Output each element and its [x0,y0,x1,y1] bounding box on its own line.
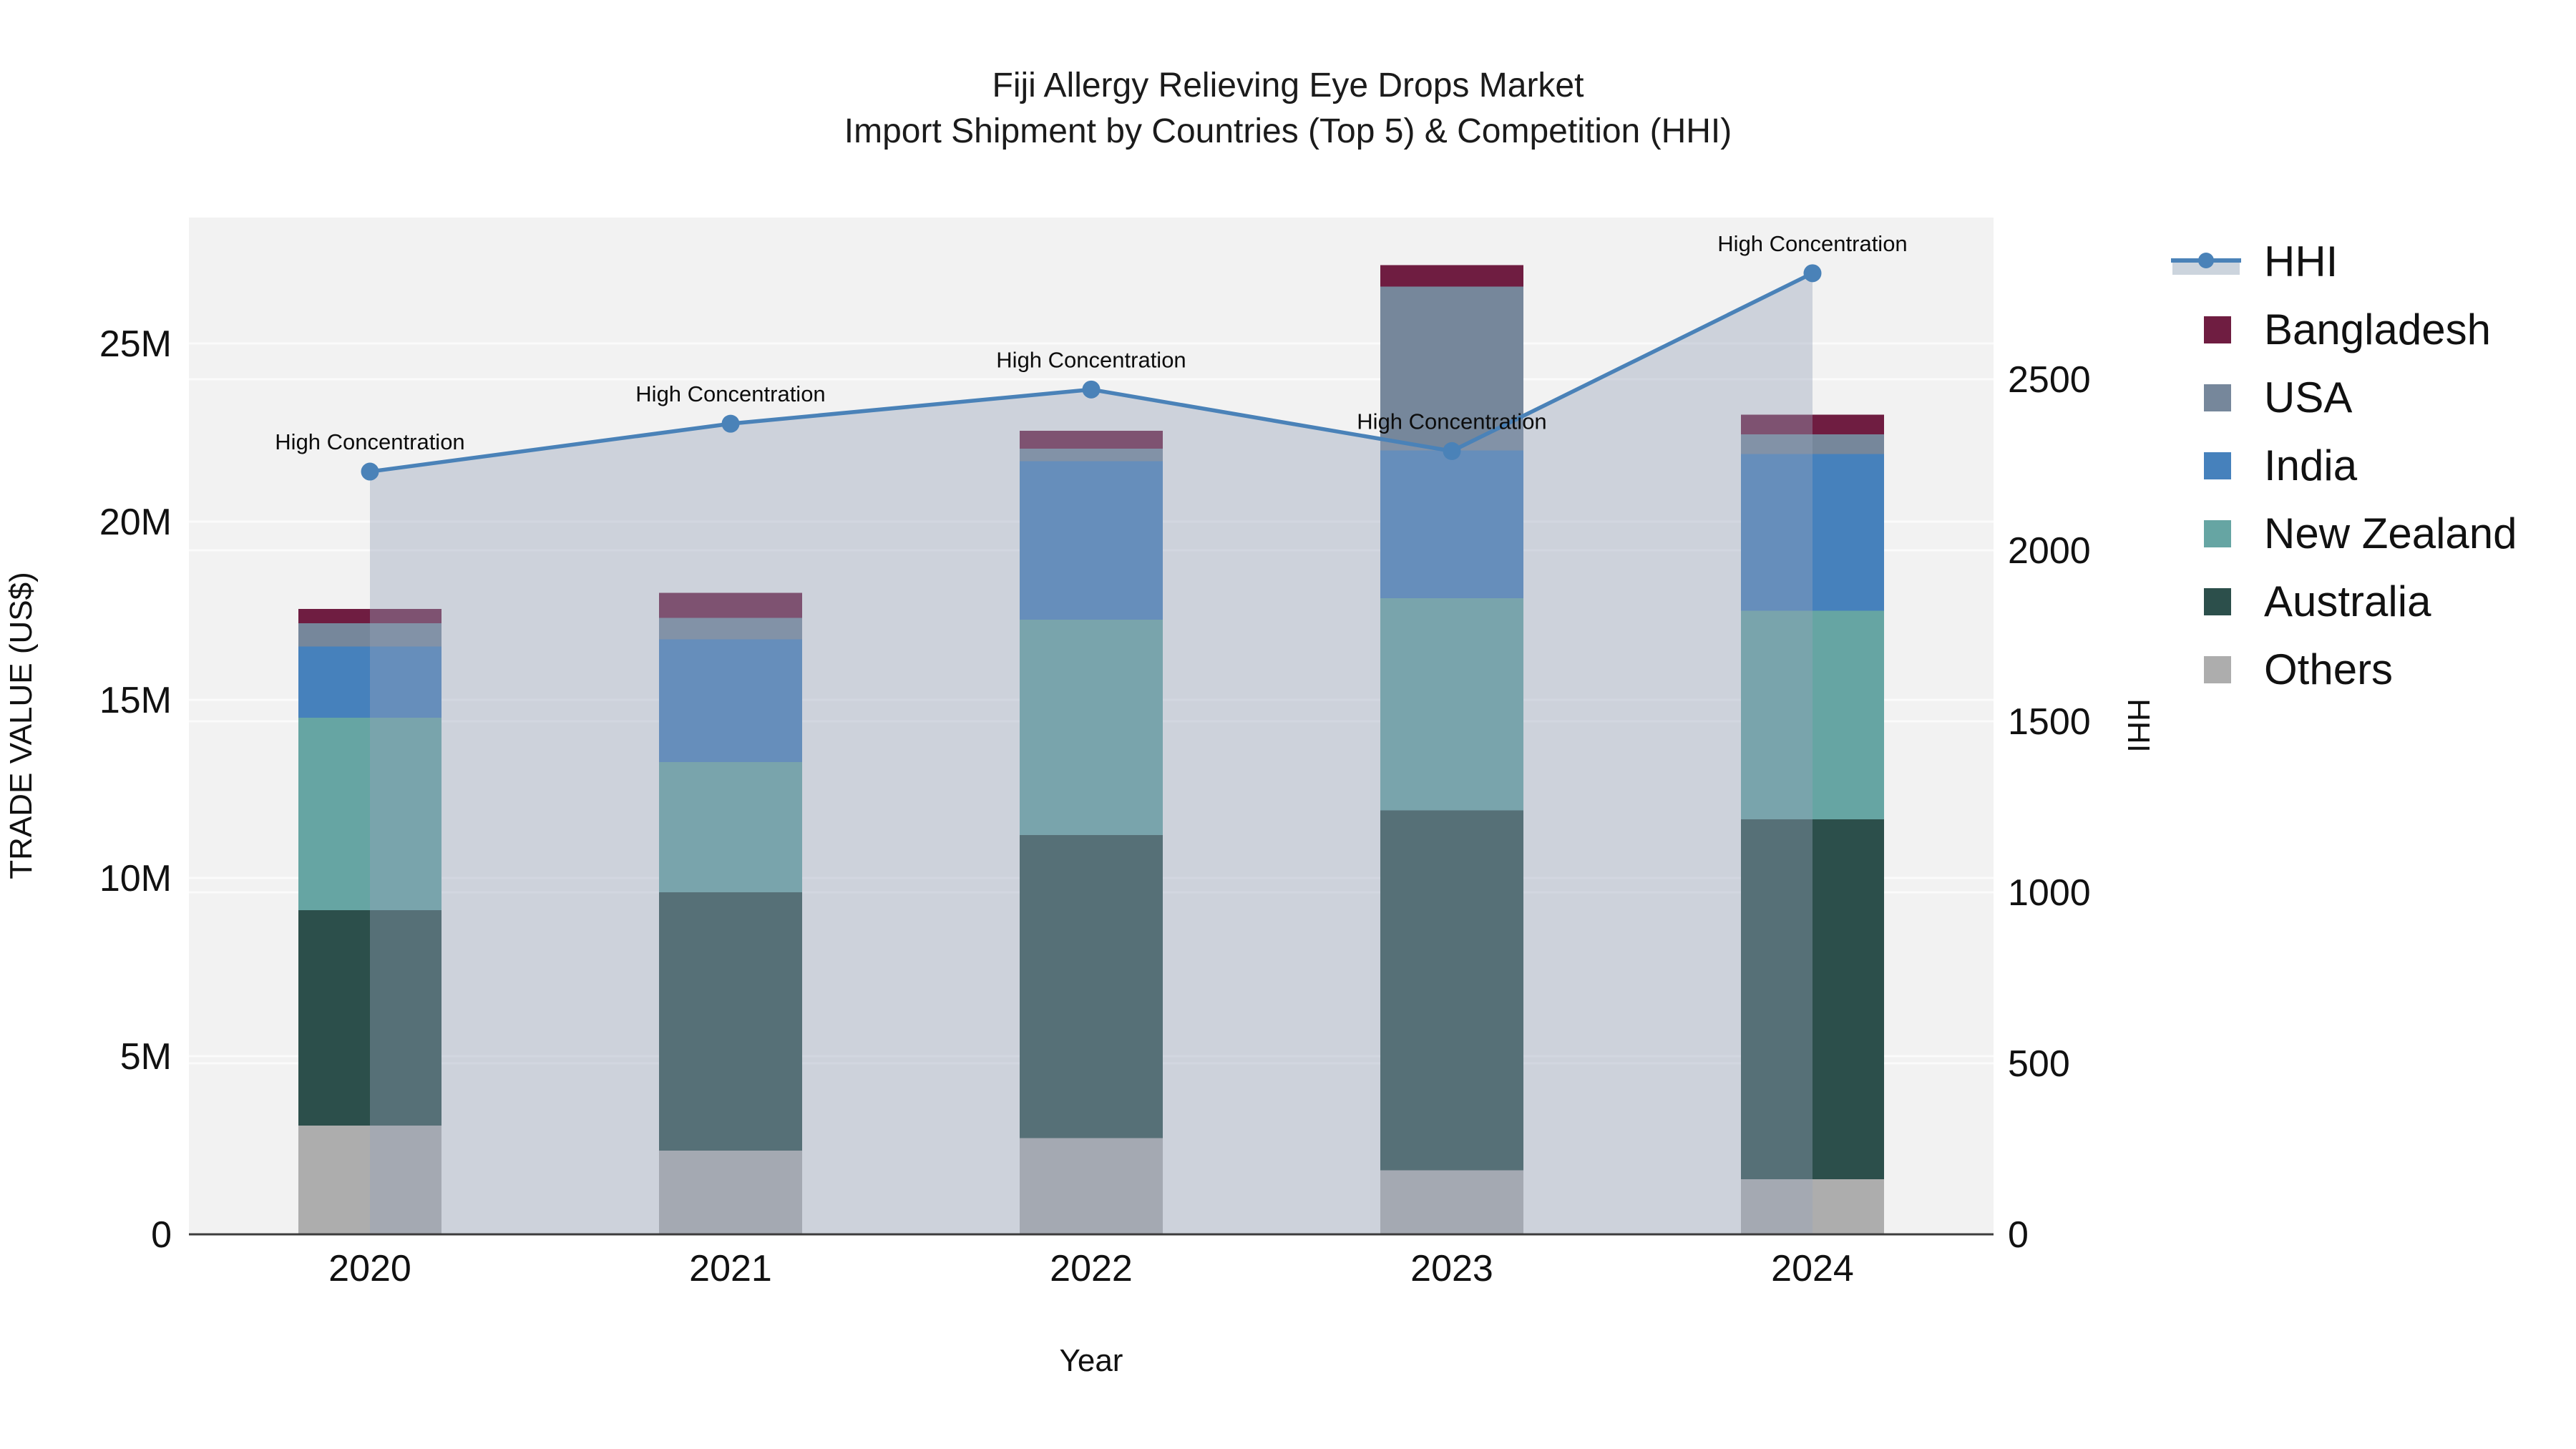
y-left-tick-15M: 15M [99,680,172,721]
x-axis-title: Year [1060,1343,1123,1378]
bar-segment-others-2020[interactable] [298,1126,441,1234]
bar-segment-bangladesh-2024[interactable] [1741,414,1884,434]
bar-segment-australia-2022[interactable] [1020,835,1163,1138]
y-left-tick-25M: 25M [99,323,172,365]
bar-segment-australia-2021[interactable] [659,892,802,1151]
bar-segment-australia-2020[interactable] [298,909,441,1126]
bar-segment-india-2022[interactable] [1020,461,1163,620]
y-right-tick-0: 0 [2008,1214,2029,1256]
bar-segment-new-zealand-2021[interactable] [659,762,802,892]
bar-segment-others-2022[interactable] [1020,1138,1163,1234]
bar-segment-usa-2022[interactable] [1020,448,1163,462]
bar-segment-india-2020[interactable] [298,646,441,718]
y-right-tick-1000: 1000 [2008,872,2091,914]
y-left-tick-10M: 10M [99,858,172,899]
y-right-tick-500: 500 [2008,1043,2070,1085]
bar-segment-usa-2020[interactable] [298,623,441,647]
bar-segment-india-2021[interactable] [659,639,802,763]
x-tick-2024: 2024 [1771,1248,1854,1289]
bar-segment-usa-2021[interactable] [659,618,802,640]
y-left-axis-title: TRADE VALUE (US$) [4,572,39,879]
legend-swatch-bangladesh [2204,316,2231,343]
y-left-tick-20M: 20M [99,502,172,543]
bar-segment-australia-2024[interactable] [1741,819,1884,1179]
legend-label-hhi: HHI [2264,238,2338,286]
hhi-marker-2021[interactable] [721,414,740,433]
legend-item-india[interactable]: India [2171,431,2517,499]
x-tick-2021: 2021 [689,1248,772,1289]
legend-item-australia[interactable]: Australia [2171,567,2517,635]
legend-item-hhi[interactable]: HHI [2171,228,2517,296]
annotation-high-concentration-2023: High Concentration [1357,409,1546,434]
bar-segment-bangladesh-2020[interactable] [298,609,441,623]
chart-title-line2: Import Shipment by Countries (Top 5) & C… [844,112,1732,150]
legend-item-bangladesh[interactable]: Bangladesh [2171,296,2517,364]
annotation-high-concentration-2021: High Concentration [635,381,825,406]
legend-swatch-india [2204,452,2231,479]
y-right-tick-2000: 2000 [2008,530,2091,572]
bar-segment-bangladesh-2023[interactable] [1380,265,1523,287]
legend-icon-india [2171,452,2251,479]
legend-label-australia: Australia [2264,577,2431,625]
x-tick-2022: 2022 [1050,1248,1133,1289]
bar-segment-usa-2023[interactable] [1380,286,1523,451]
legend-swatch-new-zealand [2204,519,2231,547]
y-right-axis-title: HHI [2121,698,2156,753]
bar-segment-bangladesh-2021[interactable] [659,592,802,618]
legend-icon-others [2171,655,2251,683]
bar-segment-bangladesh-2022[interactable] [1020,431,1163,449]
bar-segment-australia-2023[interactable] [1380,810,1523,1171]
bar-segment-new-zealand-2024[interactable] [1741,610,1884,819]
chart-title-line1: Fiji Allergy Relieving Eye Drops Market [992,67,1584,104]
bar-segment-india-2024[interactable] [1741,454,1884,611]
bar-segment-new-zealand-2022[interactable] [1020,619,1163,836]
y-right-tick-1500: 1500 [2008,701,2091,743]
bar-segment-others-2021[interactable] [659,1150,802,1234]
legend-label-bangladesh: Bangladesh [2264,306,2491,353]
bar-segment-new-zealand-2023[interactable] [1380,598,1523,811]
legend-item-usa[interactable]: USA [2171,364,2517,431]
hhi-marker-2022[interactable] [1082,380,1101,399]
y-right-tick-2500: 2500 [2008,359,2091,401]
bar-segment-others-2023[interactable] [1380,1170,1523,1234]
annotation-high-concentration-2022: High Concentration [996,347,1186,372]
legend-swatch-usa [2204,384,2231,411]
legend-icon-usa [2171,384,2251,411]
annotation-high-concentration-2020: High Concentration [275,429,464,454]
legend-label-others: Others [2264,645,2394,693]
legend-label-india: India [2264,441,2358,489]
hhi-marker-2024[interactable] [1803,264,1822,283]
hhi-line-icon [2171,245,2251,278]
legend-icon-australia [2171,587,2251,615]
hhi-area-fill [370,273,1813,1234]
legend: HHI Bangladesh USA India New Zealand Australi… [2171,228,2517,703]
legend-label-new-zealand: New Zealand [2264,509,2517,557]
x-tick-2023: 2023 [1410,1248,1493,1289]
legend-item-others[interactable]: Others [2171,635,2517,703]
chart-title: Fiji Allergy Relieving Eye Drops Market … [0,63,2576,155]
legend-swatch-australia [2204,587,2231,615]
legend-icon-bangladesh [2171,316,2251,343]
annotation-high-concentration-2024: High Concentration [1717,231,1907,256]
legend-swatch-others [2204,655,2231,683]
bar-segment-usa-2024[interactable] [1741,434,1884,454]
legend-icon-new-zealand [2171,519,2251,547]
y-left-tick-5M: 5M [120,1036,172,1078]
y-left-tick-0: 0 [151,1214,172,1256]
bar-segment-india-2023[interactable] [1380,450,1523,599]
x-tick-2020: 2020 [328,1248,411,1289]
legend-item-new-zealand[interactable]: New Zealand [2171,499,2517,567]
bar-segment-others-2024[interactable] [1741,1179,1884,1234]
bar-segment-new-zealand-2020[interactable] [298,717,441,910]
legend-label-usa: USA [2264,374,2353,421]
hhi-marker-2020[interactable] [361,462,379,481]
hhi-marker-2023[interactable] [1443,441,1461,460]
